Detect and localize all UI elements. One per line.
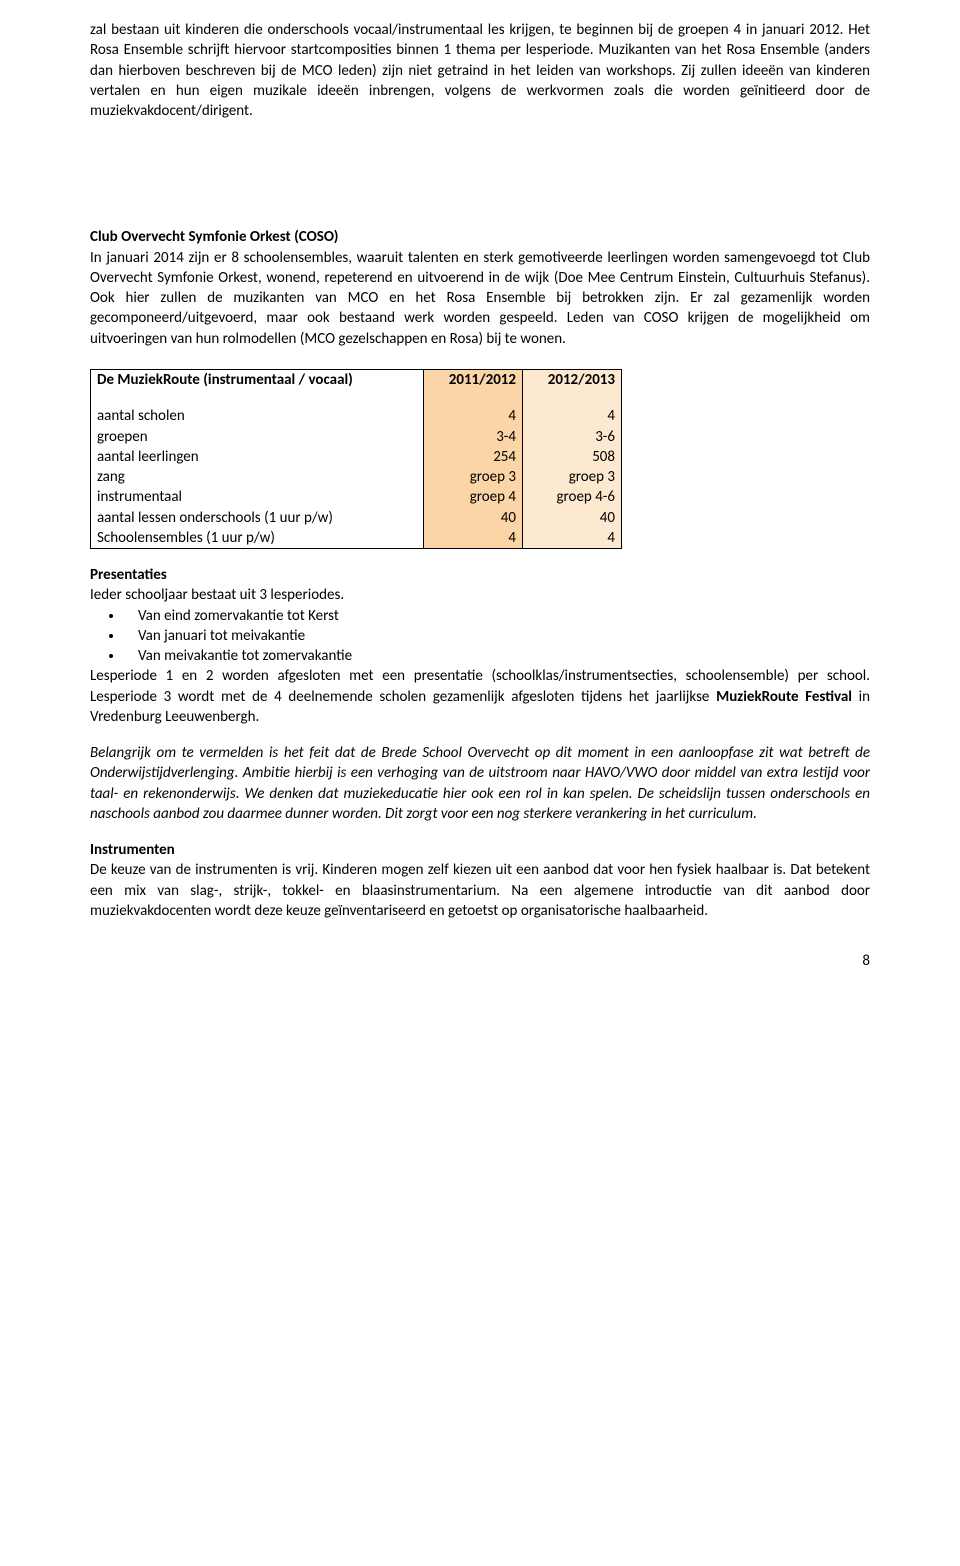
row-y1: 3-4: [424, 427, 523, 447]
presentaties-intro: Ieder schooljaar bestaat uit 3 lesperiod…: [90, 585, 870, 605]
row-label: instrumentaal: [91, 487, 424, 507]
coso-paragraph: Club Overvecht Symfonie Orkest (COSO) In…: [90, 227, 870, 349]
table-header-row: De MuziekRoute (instrumentaal / vocaal) …: [91, 370, 621, 406]
table-row: groepen 3-4 3-6: [91, 427, 621, 447]
row-label: zang: [91, 467, 424, 487]
coso-body: In januari 2014 zijn er 8 schoolensemble…: [90, 249, 870, 348]
row-y1: groep 4: [424, 487, 523, 507]
instrumenten-body: De keuze van de instrumenten is vrij. Ki…: [90, 861, 870, 920]
row-label: aantal scholen: [91, 406, 424, 426]
table-row: instrumentaal groep 4 groep 4-6: [91, 487, 621, 507]
page-number: 8: [90, 951, 870, 971]
row-y2: 3-6: [523, 427, 621, 447]
presentaties-section: Presentaties Ieder schooljaar bestaat ui…: [90, 565, 870, 727]
row-y1: 4: [424, 406, 523, 426]
table-row: aantal leerlingen 254 508: [91, 447, 621, 467]
row-y2: 4: [523, 528, 621, 548]
row-label: groepen: [91, 427, 424, 447]
spacer-small: [90, 349, 870, 369]
table-header-year1: 2011/2012: [424, 370, 523, 406]
coso-title: Club Overvecht Symfonie Orkest (COSO): [90, 228, 338, 246]
row-label: Schoolensembles (1 uur p/w): [91, 528, 424, 548]
row-y2: 4: [523, 406, 621, 426]
row-y1: 254: [424, 447, 523, 467]
important-note: Belangrijk om te vermelden is het feit d…: [90, 743, 870, 824]
row-y1: 4: [424, 528, 523, 548]
table-header-year2: 2012/2013: [523, 370, 621, 406]
presentaties-after: Lesperiode 1 en 2 worden afgesloten met …: [90, 666, 870, 727]
pres-after-bold: MuziekRoute Festival: [716, 688, 852, 706]
list-item: Van meivakantie tot zomervakantie: [124, 646, 870, 666]
row-label: aantal leerlingen: [91, 447, 424, 467]
table-row: zang groep 3 groep 3: [91, 467, 621, 487]
table-row: aantal lessen onderschools (1 uur p/w) 4…: [91, 508, 621, 528]
list-item: Van eind zomervakantie tot Kerst: [124, 606, 870, 626]
muziekroute-table: De MuziekRoute (instrumentaal / vocaal) …: [90, 369, 622, 549]
row-y1: 40: [424, 508, 523, 528]
row-y2: 40: [523, 508, 621, 528]
table-row: aantal scholen 4 4: [91, 406, 621, 426]
row-y2: 508: [523, 447, 621, 467]
blank-spacer: [90, 137, 870, 227]
intro-paragraph: zal bestaan uit kinderen die onderschool…: [90, 20, 870, 121]
row-y2: groep 3: [523, 467, 621, 487]
presentaties-bullets: Van eind zomervakantie tot Kerst Van jan…: [90, 606, 870, 667]
row-y1: groep 3: [424, 467, 523, 487]
row-y2: groep 4-6: [523, 487, 621, 507]
presentaties-title: Presentaties: [90, 565, 870, 585]
instrumenten-title: Instrumenten: [90, 841, 175, 859]
list-item: Van januari tot meivakantie: [124, 626, 870, 646]
table-header-left: De MuziekRoute (instrumentaal / vocaal): [91, 370, 424, 406]
instrumenten-section: Instrumenten De keuze van de instrumente…: [90, 840, 870, 921]
row-label: aantal lessen onderschools (1 uur p/w): [91, 508, 424, 528]
table-row: Schoolensembles (1 uur p/w) 4 4: [91, 528, 621, 548]
